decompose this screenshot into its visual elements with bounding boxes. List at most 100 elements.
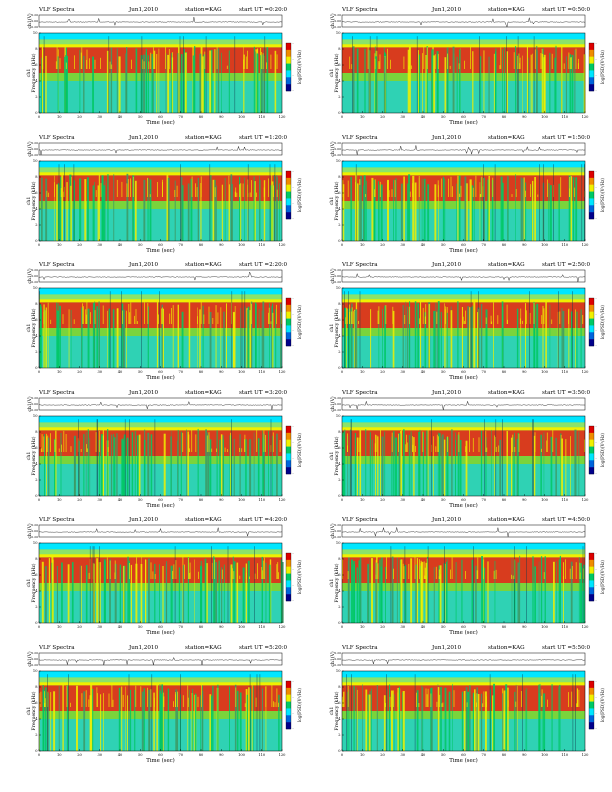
spectrogram-yellow-stripe — [568, 52, 570, 69]
panel-title-ut: start UT =0:20:0 — [239, 7, 288, 13]
colorbar-segment — [589, 721, 594, 729]
spectrogram-stripe — [541, 693, 543, 751]
x-tick-label: 20 — [380, 243, 385, 247]
spectrogram-dark-stripe — [575, 673, 576, 751]
spectrogram-yellow-stripe — [256, 429, 258, 452]
spectrogram-yellow-stripe — [153, 47, 154, 69]
spectrogram-stripe — [533, 435, 536, 496]
spectrogram-stripe — [342, 183, 345, 241]
spectrogram-yellow-stripe — [60, 187, 62, 197]
spectrogram-yellow-stripe — [73, 319, 75, 324]
colorbar-segment — [589, 325, 594, 333]
spectrogram-yellow-stripe — [251, 304, 252, 324]
spectrogram-yellow-stripe — [475, 175, 477, 197]
spectrogram-yellow-stripe — [271, 684, 273, 707]
colorbar-segment — [589, 707, 594, 715]
spectrogram-yellow-stripe — [423, 46, 425, 69]
x-tick-label: 110 — [561, 625, 569, 629]
spectrogram-dark-stripe — [141, 291, 142, 368]
spectrogram-stripe — [162, 692, 164, 751]
spectrogram-dark-stripe — [470, 291, 472, 368]
spectrogram-yellow-stripe — [54, 181, 55, 197]
spectrogram-yellow-stripe — [485, 430, 487, 452]
waveform-tick-label: 0.20 — [334, 13, 341, 17]
spectrogram-stripe — [494, 560, 496, 623]
x-tick-label: 50 — [441, 753, 446, 757]
spectrogram-stripe — [430, 694, 433, 751]
x-tick-label: 80 — [502, 115, 507, 119]
spectrogram-y-tick-label: 8 — [35, 47, 38, 51]
spectrogram-yellow-stripe — [182, 432, 184, 452]
spectrogram-stripe — [507, 687, 509, 751]
spectrogram-stripe — [393, 693, 395, 751]
spectrogram-yellow-stripe — [404, 315, 406, 324]
spectrogram-stripe — [416, 689, 419, 751]
spectrogram-dark-stripe — [269, 163, 271, 241]
x-tick-label: 90 — [522, 115, 527, 119]
spectrogram-yellow-stripe — [121, 181, 123, 197]
panel-title-left: VLF Spectra — [38, 645, 75, 651]
spectrogram-dark-stripe — [231, 418, 232, 496]
spectrogram-y-tick-label: 2 — [35, 223, 37, 227]
spectrogram-stripe — [438, 432, 441, 496]
waveform-tick-label: -0.20 — [30, 280, 38, 284]
spectrogram-top-band — [39, 543, 282, 550]
colorbar-segment — [589, 63, 594, 71]
spectrogram-yellow-stripe — [450, 569, 451, 579]
spectrogram-stripe — [170, 430, 172, 496]
spectrogram-yellow-stripe — [130, 302, 132, 324]
colorbar-segment — [589, 587, 594, 595]
spectrogram-stripe — [371, 177, 374, 241]
spectrogram-yellow-stripe — [425, 688, 427, 707]
spectrogram-yellow-stripe — [114, 560, 116, 579]
spectrogram-y-axis-label: Frequency (kHz) — [30, 308, 37, 347]
spectrogram-stripe — [402, 305, 404, 368]
spectrogram-yellow-stripe — [273, 184, 274, 197]
spectrogram-red-band — [342, 429, 585, 456]
spectrogram-stripe — [201, 690, 204, 751]
spectrogram-yellow-stripe — [460, 185, 462, 197]
x-tick-label: 120 — [279, 753, 287, 757]
spectrogram-yellow-stripe — [575, 48, 577, 69]
x-tick-label: 80 — [502, 498, 507, 502]
spectrogram-stripe — [400, 183, 403, 241]
spectrogram-stripe — [431, 49, 434, 113]
colorbar-tick-label: - — [293, 727, 294, 731]
spectrogram-stripe — [62, 683, 64, 751]
waveform-tick-label: 0.00 — [334, 19, 341, 23]
spectrogram-yellow-stripe — [551, 53, 553, 69]
spectrogram-stripe — [414, 301, 417, 368]
spectrogram-yellow-stripe — [232, 568, 233, 579]
colorbar-tick-label: - — [293, 696, 294, 700]
spectrogram-stripe — [359, 184, 361, 241]
spectrogram-stripe — [418, 176, 420, 241]
spectrogram-yellow-stripe — [517, 55, 518, 69]
waveform-y-axis-label: ch1(V) — [26, 141, 33, 157]
x-tick-label: 10 — [360, 115, 365, 119]
colorbar-tick-label: - — [293, 170, 294, 174]
colorbar-segment — [286, 197, 291, 205]
x-tick-label: 110 — [258, 498, 266, 502]
spectrogram-stripe — [458, 175, 461, 241]
waveform-tick-label: 0.00 — [334, 402, 341, 406]
spectrogram-yellow-stripe — [408, 563, 410, 579]
spectrogram-stripe — [492, 694, 494, 751]
spectrogram-stripe — [230, 432, 231, 496]
spectrogram-stripe — [178, 45, 180, 113]
colorbar-segment — [286, 694, 291, 702]
spectrogram-stripe — [200, 182, 202, 241]
spectrogram-stripe — [395, 177, 397, 241]
spectrogram-stripe — [444, 687, 447, 751]
spectrogram-top-band — [39, 33, 282, 40]
spectrogram-stripe — [214, 179, 216, 241]
x-tick-label: 110 — [258, 115, 266, 119]
spectrogram-stripe — [263, 54, 265, 113]
spectrogram-transition-band — [39, 583, 282, 591]
x-tick-label: 40 — [421, 625, 426, 629]
spectrogram-y-tick-label: 6 — [35, 63, 38, 67]
spectrogram-stripe — [222, 434, 224, 496]
spectrogram-stripe — [579, 563, 582, 623]
spectrogram-stripe — [159, 690, 161, 751]
x-tick-label: 120 — [582, 243, 590, 247]
spectrogram-stripe — [45, 686, 47, 751]
